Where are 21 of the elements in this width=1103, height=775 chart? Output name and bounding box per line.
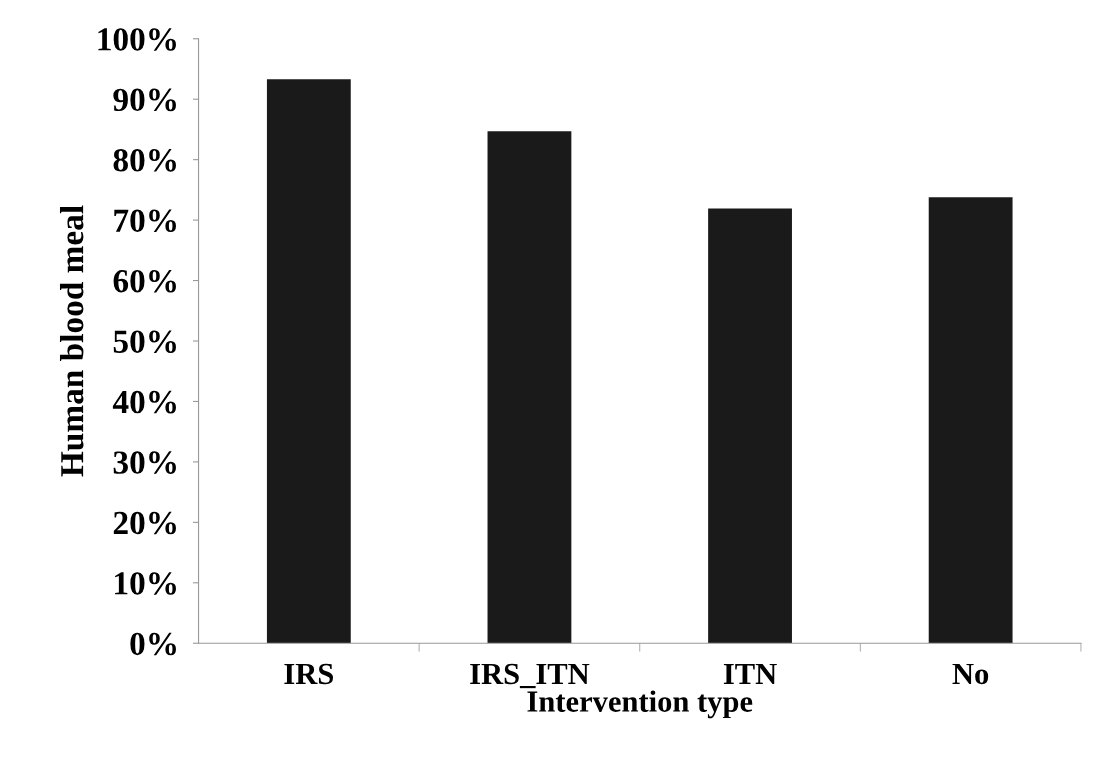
y-tick-label: 80% bbox=[113, 149, 176, 172]
bar bbox=[708, 208, 792, 644]
y-tick-label: 20% bbox=[113, 511, 176, 535]
y-tick-label: 0% bbox=[130, 632, 176, 656]
bar bbox=[487, 131, 572, 644]
y-axis-title: Human blood meal bbox=[59, 205, 84, 477]
bar bbox=[928, 197, 1013, 644]
x-axis-title: Intervention type bbox=[527, 690, 753, 719]
y-tick-label: 90% bbox=[113, 88, 176, 112]
y-tick-label: 60% bbox=[113, 269, 176, 293]
y-tick-label: 100% bbox=[98, 28, 176, 51]
x-tick-label: IRS_ITN bbox=[470, 663, 590, 689]
x-tick-label: IRS bbox=[284, 663, 334, 685]
y-tick-label: 30% bbox=[113, 451, 176, 474]
x-tick-label: No bbox=[952, 663, 989, 685]
y-tick-label: 50% bbox=[113, 330, 176, 353]
bar bbox=[266, 79, 351, 644]
y-tick-label: 40% bbox=[112, 390, 176, 414]
x-tick-label: ITN bbox=[723, 663, 777, 684]
y-tick-label: 70% bbox=[114, 209, 176, 233]
y-tick-label: 10% bbox=[115, 572, 176, 595]
